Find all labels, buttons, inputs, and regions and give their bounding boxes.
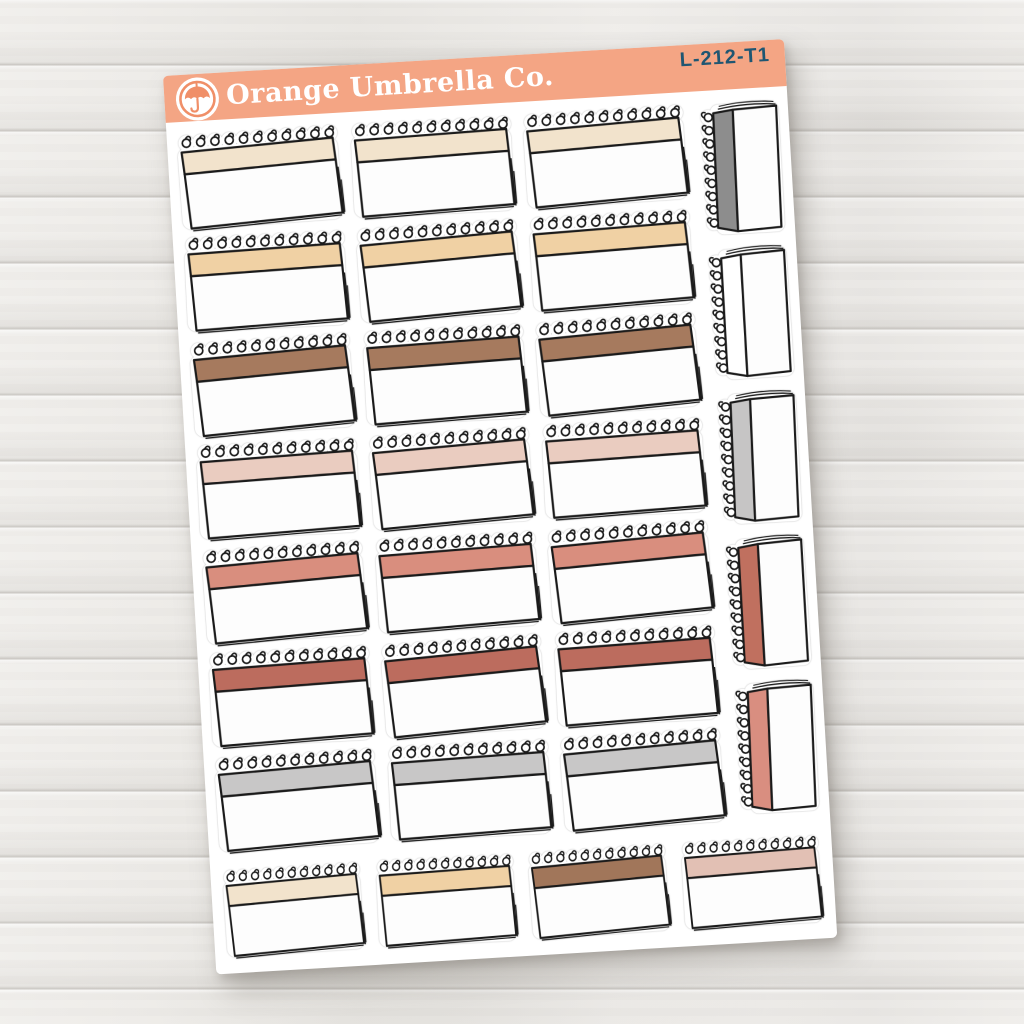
notebook-sticker-blush	[678, 833, 825, 933]
notebook-sticker-cream	[519, 102, 691, 213]
notebook-sticker-salmon	[372, 528, 543, 637]
notebook-sticker-rust	[206, 642, 377, 750]
notebook-sticker-gray	[211, 745, 383, 856]
notebook-sticker-brown	[525, 841, 673, 943]
brand-header: Orange Umbrella Co. L-212-T1	[163, 39, 787, 123]
notebook-sticker-rust	[551, 622, 722, 730]
notebook-sticker-white	[704, 241, 798, 385]
notebook-sticker-rust	[722, 530, 816, 675]
notebook-sticker-rust	[377, 630, 550, 742]
notebook-sticker-wheat	[373, 851, 519, 950]
notebook-sticker-cream	[347, 113, 518, 221]
sticker-grid	[163, 39, 837, 974]
notebook-sticker-gray	[385, 736, 556, 844]
notebook-sticker-blush	[539, 414, 710, 522]
notebook-sticker-blush	[193, 435, 364, 543]
notebook-sticker-silver	[714, 386, 806, 529]
notebook-sticker-brown	[531, 309, 704, 421]
notebook-sticker-cream	[174, 121, 347, 233]
notebook-sticker-dark-gray	[697, 96, 790, 240]
notebook-sticker-brown	[186, 329, 359, 441]
notebook-sticker-salmon	[544, 516, 717, 628]
umbrella-icon	[174, 75, 221, 122]
notebook-sticker-wheat	[353, 215, 525, 326]
sticker-sheet: Orange Umbrella Co. L-212-T1	[163, 39, 838, 975]
notebook-sticker-gray	[556, 724, 728, 835]
notebook-sticker-brown	[360, 321, 531, 429]
notebook-sticker-salmon	[199, 537, 371, 648]
notebook-sticker-salmon	[731, 676, 823, 819]
notebook-sticker-blush	[365, 423, 537, 534]
notebook-sticker-wheat	[526, 206, 697, 315]
notebook-sticker-cream	[220, 859, 368, 960]
notebook-sticker-wheat	[181, 227, 352, 335]
